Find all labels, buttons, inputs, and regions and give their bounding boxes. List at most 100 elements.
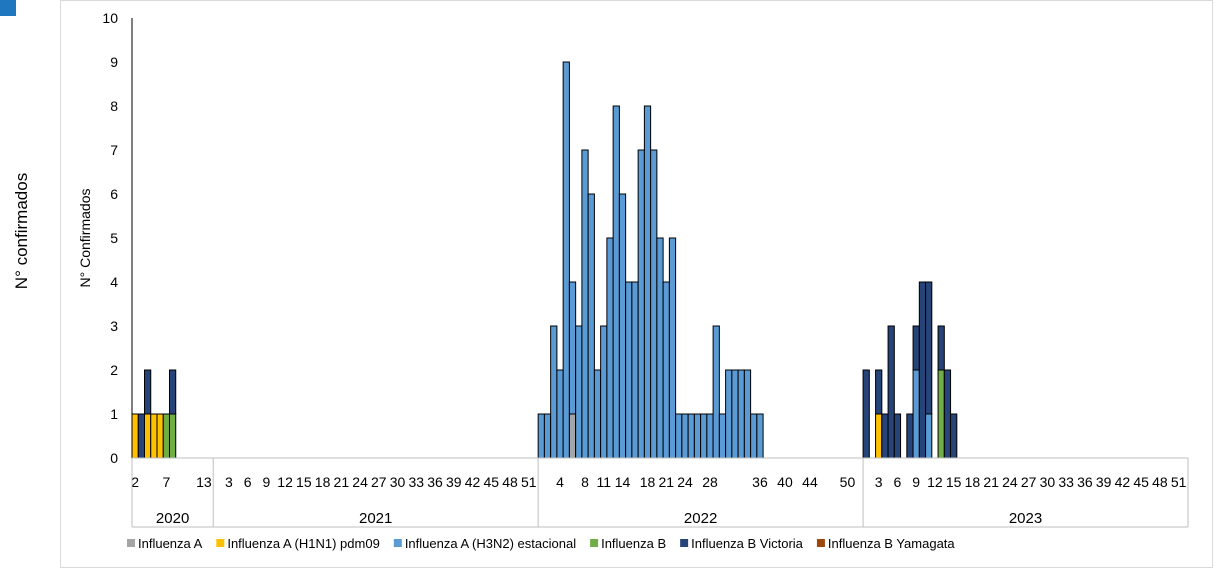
bar bbox=[618, 193, 627, 459]
year-label: 2023 bbox=[1009, 510, 1042, 527]
x-tick-label: 6 bbox=[894, 474, 902, 490]
x-tick-label: 28 bbox=[702, 474, 718, 490]
x-tick-label: 50 bbox=[840, 474, 856, 490]
bar bbox=[562, 61, 570, 459]
x-tick-label: 24 bbox=[352, 474, 368, 490]
bar bbox=[687, 413, 695, 459]
bar bbox=[887, 325, 895, 459]
bar bbox=[543, 413, 552, 459]
legend-item-label: Influenza A bbox=[138, 536, 203, 551]
y-tick-label: 5 bbox=[110, 230, 118, 246]
bar bbox=[912, 369, 920, 459]
chart-frame bbox=[60, 0, 1213, 568]
x-tick-label: 12 bbox=[927, 474, 943, 490]
x-tick-label: 36 bbox=[752, 474, 768, 490]
y-tick-label: 6 bbox=[110, 186, 118, 202]
bar bbox=[756, 413, 764, 459]
y-tick-label: 2 bbox=[110, 362, 118, 378]
x-tick-label: 44 bbox=[802, 474, 818, 490]
x-tick-label: 7 bbox=[162, 474, 170, 490]
bar bbox=[875, 413, 883, 459]
legend-item-label: Influenza B Yamagata bbox=[828, 536, 955, 551]
x-tick-label: 2 bbox=[131, 474, 139, 490]
bar bbox=[631, 281, 639, 459]
x-tick-label: 24 bbox=[1002, 474, 1018, 490]
x-tick-label: 36 bbox=[1077, 474, 1093, 490]
bar bbox=[600, 325, 608, 459]
x-tick-label: 42 bbox=[1115, 474, 1131, 490]
legend-swatch bbox=[590, 539, 599, 547]
y-tick-label: 4 bbox=[110, 274, 118, 290]
x-tick-label: 39 bbox=[1096, 474, 1112, 490]
legend-swatch bbox=[216, 539, 225, 547]
bar bbox=[143, 413, 152, 459]
legend-swatch bbox=[393, 539, 402, 547]
bar bbox=[937, 325, 945, 371]
bar bbox=[862, 369, 870, 459]
bar bbox=[656, 237, 664, 459]
x-tick-label: 13 bbox=[196, 474, 212, 490]
bar bbox=[668, 237, 677, 459]
y-tick-label: 10 bbox=[102, 10, 118, 26]
bar bbox=[643, 105, 652, 459]
bar bbox=[625, 281, 633, 459]
y-tick-label: 9 bbox=[110, 54, 118, 70]
bar bbox=[718, 413, 727, 459]
y-tick-label: 0 bbox=[110, 450, 118, 466]
bar bbox=[893, 413, 902, 459]
bar bbox=[637, 149, 645, 459]
x-tick-label: 21 bbox=[658, 474, 674, 490]
corner-marker bbox=[0, 0, 16, 16]
bar bbox=[156, 413, 164, 459]
bar bbox=[162, 413, 170, 459]
bar bbox=[706, 413, 714, 459]
bar bbox=[550, 325, 558, 459]
legend-item-label: Influenza B bbox=[601, 536, 666, 551]
legend-item-label: Influenza A (H1N1) pdm09 bbox=[227, 536, 379, 551]
bar bbox=[143, 369, 152, 415]
bar bbox=[681, 413, 689, 459]
bar bbox=[743, 369, 752, 459]
bar bbox=[750, 413, 758, 459]
bar bbox=[943, 369, 952, 459]
x-tick-label: 42 bbox=[465, 474, 481, 490]
x-tick-label: 33 bbox=[1058, 474, 1074, 490]
x-tick-label: 27 bbox=[1021, 474, 1037, 490]
x-tick-label: 18 bbox=[640, 474, 656, 490]
x-tick-label: 48 bbox=[1152, 474, 1168, 490]
legend-swatch bbox=[816, 539, 825, 547]
year-label: 2022 bbox=[684, 510, 717, 527]
x-tick-label: 33 bbox=[409, 474, 425, 490]
bar bbox=[693, 413, 702, 459]
bar bbox=[737, 369, 745, 459]
bar bbox=[925, 413, 933, 459]
bar bbox=[912, 325, 920, 371]
x-tick-label: 6 bbox=[244, 474, 252, 490]
bar bbox=[881, 413, 889, 459]
bar bbox=[906, 413, 914, 459]
y-axis-title: N° Confirmados bbox=[77, 189, 93, 288]
bar bbox=[918, 281, 927, 459]
bar bbox=[131, 413, 139, 459]
x-tick-label: 9 bbox=[912, 474, 920, 490]
y-tick-label: 1 bbox=[110, 406, 118, 422]
bar bbox=[150, 413, 158, 459]
bar bbox=[925, 281, 933, 415]
x-tick-label: 45 bbox=[484, 474, 500, 490]
x-tick-label: 27 bbox=[371, 474, 387, 490]
bar bbox=[568, 281, 577, 415]
bar bbox=[650, 149, 658, 459]
bar bbox=[537, 413, 545, 459]
x-tick-label: 3 bbox=[875, 474, 883, 490]
y-tick-label: 3 bbox=[110, 318, 118, 334]
x-tick-label: 4 bbox=[556, 474, 564, 490]
bar bbox=[662, 281, 670, 459]
bar bbox=[575, 325, 583, 459]
x-tick-label: 15 bbox=[296, 474, 312, 490]
bar bbox=[168, 413, 177, 459]
x-tick-label: 40 bbox=[777, 474, 793, 490]
bar bbox=[937, 369, 945, 459]
x-tick-label: 18 bbox=[965, 474, 981, 490]
bar bbox=[168, 369, 177, 415]
